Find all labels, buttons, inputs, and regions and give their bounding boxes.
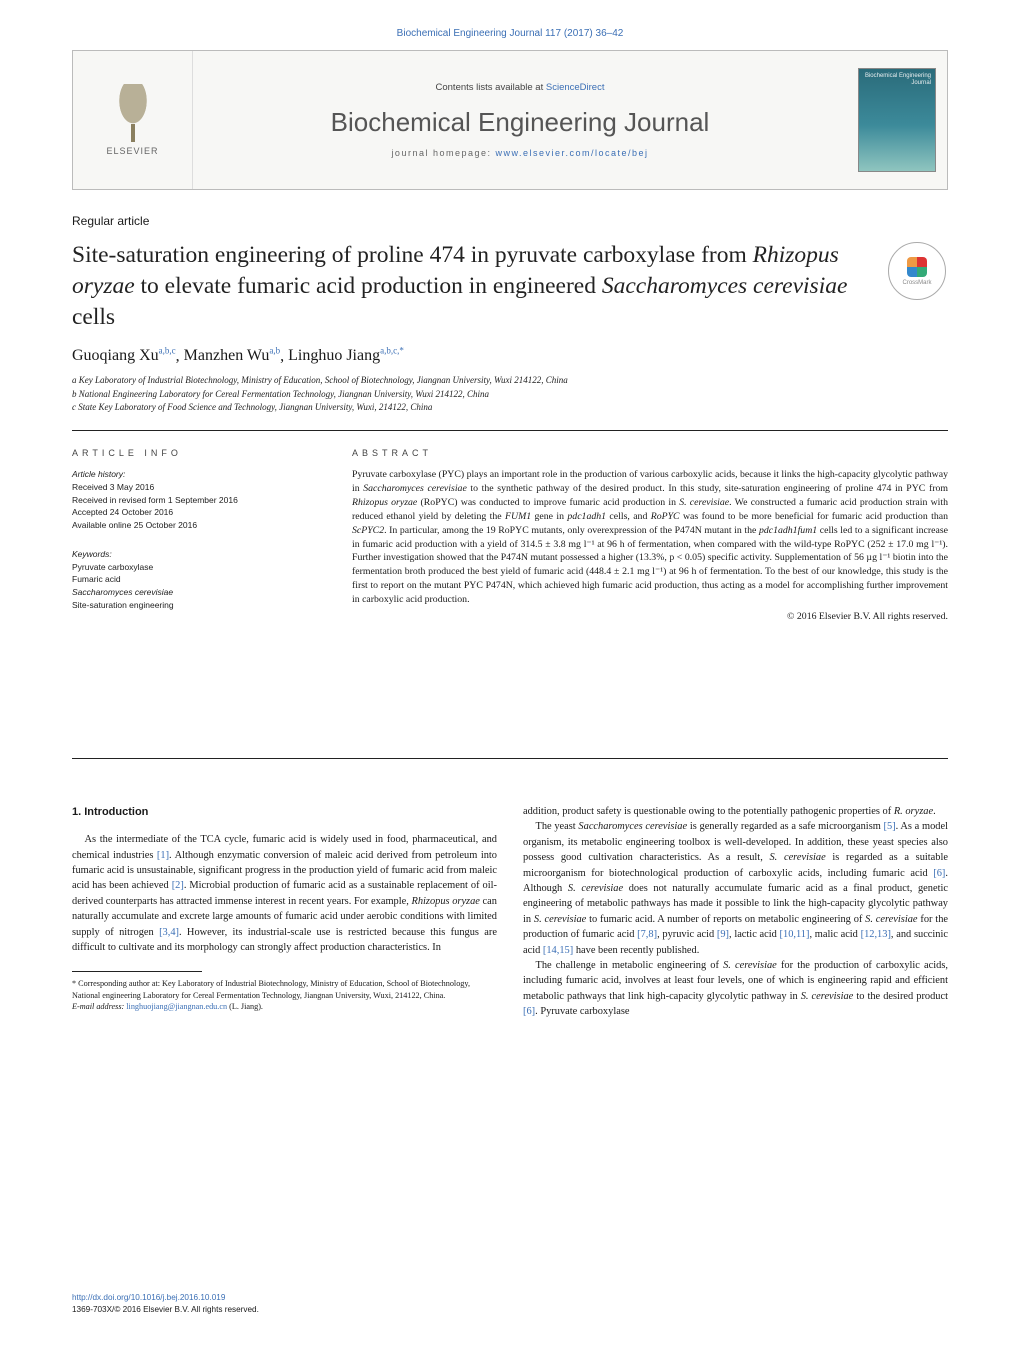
article-type: Regular article [72, 214, 149, 228]
homepage-prefix: journal homepage: [391, 148, 495, 158]
cover-thumbnail: Biochemical Engineering Journal [858, 68, 936, 172]
masthead-center: Contents lists available at ScienceDirec… [193, 51, 847, 189]
keyword: Pyruvate carboxylase [72, 561, 322, 574]
keyword: Site-saturation engineering [72, 599, 322, 612]
intro-para: The yeast Saccharomyces cerevisiae is ge… [523, 819, 948, 958]
email-owner: (L. Jiang). [229, 1002, 263, 1011]
intro-para: addition, product safety is questionable… [523, 804, 948, 819]
journal-name: Biochemical Engineering Journal [331, 107, 710, 138]
crossmark-badge[interactable]: CrossMark [888, 242, 946, 300]
sciencedirect-link[interactable]: ScienceDirect [546, 82, 605, 93]
contents-prefix: Contents lists available at [436, 82, 546, 93]
author: Guoqiang Xua,b,c [72, 347, 176, 364]
cover-thumb-block: Biochemical Engineering Journal [847, 51, 947, 189]
intro-para: The challenge in metabolic engineering o… [523, 958, 948, 1020]
history-item: Received in revised form 1 September 201… [72, 494, 322, 507]
author-list: Guoqiang Xua,b,c, Manzhen Wua,b, Linghuo… [72, 346, 948, 365]
abstract-block: abstract Pyruvate carboxylase (PYC) play… [352, 448, 948, 622]
doi-link[interactable]: http://dx.doi.org/10.1016/j.bej.2016.10.… [72, 1293, 225, 1302]
journal-masthead: ELSEVIER Contents lists available at Sci… [72, 50, 948, 190]
intro-para: As the intermediate of the TCA cycle, fu… [72, 832, 497, 955]
affiliation: b National Engineering Laboratory for Ce… [72, 388, 948, 402]
publisher-name: ELSEVIER [106, 146, 158, 156]
crossmark-label: CrossMark [902, 280, 931, 286]
abstract-copyright: © 2016 Elsevier B.V. All rights reserved… [352, 611, 948, 622]
affiliations: a Key Laboratory of Industrial Biotechno… [72, 374, 948, 415]
keyword: Fumaric acid [72, 573, 322, 586]
article-info-heading: article info [72, 448, 322, 458]
corr-text: * Corresponding author at: Key Laborator… [72, 979, 470, 999]
elsevier-tree-icon [109, 84, 157, 140]
email-label: E-mail address: [72, 1002, 124, 1011]
crossmark-icon [907, 257, 927, 277]
history-item: Accepted 24 October 2016 [72, 506, 322, 519]
article-info-block: article info Article history: Received 3… [72, 448, 322, 612]
corresponding-footnote: * Corresponding author at: Key Laborator… [72, 978, 497, 1012]
footnote-rule [72, 971, 202, 972]
author: Linghuo Jianga,b,c,* [288, 347, 404, 364]
doi-block: http://dx.doi.org/10.1016/j.bej.2016.10.… [72, 1292, 259, 1315]
publisher-logo-block: ELSEVIER [73, 51, 193, 189]
abstract-body: Pyruvate carboxylase (PYC) plays an impo… [352, 468, 948, 607]
history-item: Available online 25 October 2016 [72, 519, 322, 532]
keyword: Saccharomyces cerevisiae [72, 586, 322, 599]
body-columns: 1. Introduction As the intermediate of t… [72, 804, 948, 1311]
affiliation: a Key Laboratory of Industrial Biotechno… [72, 374, 948, 388]
author: Manzhen Wua,b [184, 347, 280, 364]
contents-line: Contents lists available at ScienceDirec… [436, 82, 605, 93]
section-rule [72, 758, 948, 759]
running-head: Biochemical Engineering Journal 117 (201… [397, 28, 624, 39]
keywords-heading: Keywords: [72, 548, 322, 561]
affiliation: c State Key Laboratory of Food Science a… [72, 401, 948, 415]
homepage-link[interactable]: www.elsevier.com/locate/bej [496, 148, 649, 158]
issn-copyright: 1369-703X/© 2016 Elsevier B.V. All right… [72, 1305, 259, 1314]
intro-heading: 1. Introduction [72, 804, 497, 820]
corr-email-link[interactable]: linghuojiang@jiangnan.edu.cn [126, 1002, 227, 1011]
homepage-line: journal homepage: www.elsevier.com/locat… [391, 148, 648, 158]
section-rule [72, 430, 948, 431]
abstract-heading: abstract [352, 448, 948, 458]
history-heading: Article history: [72, 468, 322, 481]
history-item: Received 3 May 2016 [72, 481, 322, 494]
article-title: Site-saturation engineering of proline 4… [72, 240, 870, 333]
